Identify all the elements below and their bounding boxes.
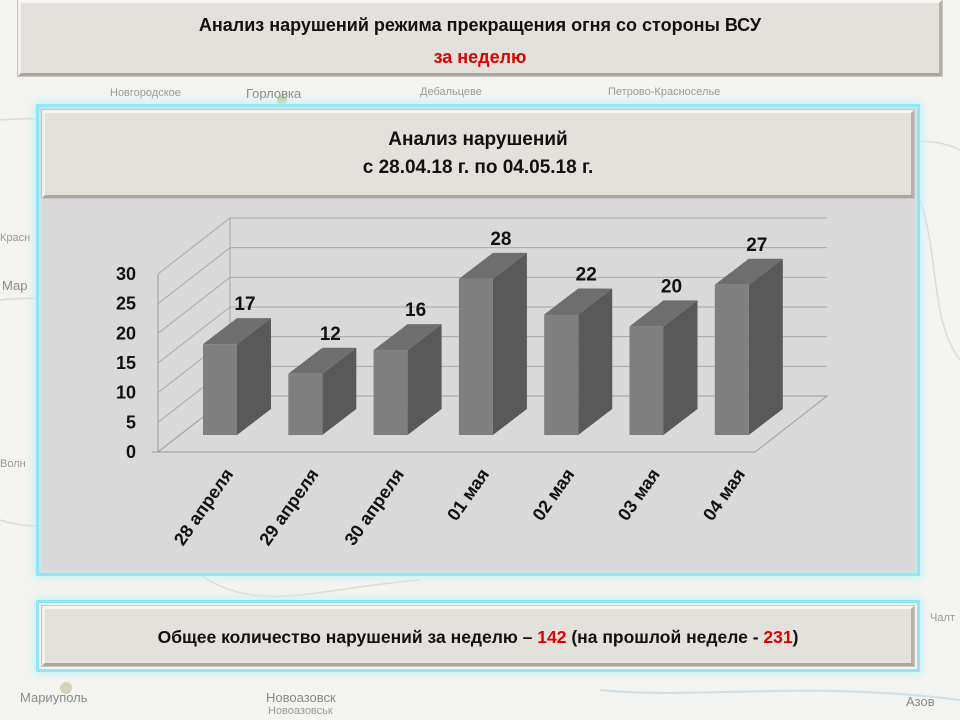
page-title: Анализ нарушений режима прекращения огня… xyxy=(198,15,762,35)
x-tick-label: 29 апреля xyxy=(255,465,322,549)
data-label: 17 xyxy=(234,294,255,315)
data-label: 12 xyxy=(320,324,341,345)
data-label: 20 xyxy=(661,276,682,297)
bar-side xyxy=(237,318,271,435)
bar xyxy=(373,350,408,435)
summary-suffix: ) xyxy=(792,627,799,647)
map-label: Волн xyxy=(0,458,26,470)
chart-title-panel: Анализ нарушений с 28.04.18 г. по 04.05.… xyxy=(42,110,914,198)
bar-side xyxy=(492,252,527,435)
x-tick-label: 01 мая xyxy=(443,465,493,524)
bar xyxy=(714,284,749,435)
bar xyxy=(288,373,323,435)
x-tick-label: 28 апреля xyxy=(170,465,237,549)
map-label: Новоазовськ xyxy=(268,705,333,717)
bar-side xyxy=(663,300,698,435)
map-label: Дебальцеве xyxy=(420,86,482,98)
summary-box: Общее количество нарушений за неделю – 1… xyxy=(42,606,914,666)
x-tick-label: 30 апреля xyxy=(341,465,408,549)
chart-date-range: с 28.04.18 г. по 04.05.18 г. xyxy=(362,157,594,178)
x-tick-label: 03 мая xyxy=(614,465,664,524)
map-label: Петрово-Красноселье xyxy=(608,86,721,98)
data-label: 16 xyxy=(405,300,426,321)
y-tick-label: 25 xyxy=(116,294,136,314)
bar-top xyxy=(544,288,613,315)
map-label: Красн xyxy=(0,232,31,244)
summary-text: Общее количество нарушений за неделю – 1… xyxy=(45,627,911,648)
y-tick-label: 15 xyxy=(116,353,136,373)
chart-panel: 0 5 10 15 20 25 30 17 28 апреля 12 29 апреля 16 30 а… xyxy=(36,104,920,576)
map-label: Мар xyxy=(2,278,28,293)
week-total: 142 xyxy=(537,627,567,647)
map-label: Новоазовск xyxy=(266,690,336,705)
bar xyxy=(629,326,664,435)
summary-panel: Общее количество нарушений за неделю – 1… xyxy=(36,600,920,672)
map-label: Мариуполь xyxy=(20,690,88,705)
bar xyxy=(544,314,579,435)
bar-side xyxy=(578,288,613,435)
summary-prefix: Общее количество нарушений за неделю – xyxy=(157,627,538,647)
bar xyxy=(203,344,237,435)
x-tick-label: 04 мая xyxy=(699,465,749,524)
summary-middle: (на прошлой неделе - xyxy=(566,627,764,647)
bar-chart: 0 5 10 15 20 25 30 17 28 апреля 12 29 апреля 16 30 а… xyxy=(116,217,829,549)
bar-top xyxy=(458,252,527,279)
y-tick-label: 0 xyxy=(126,442,136,462)
map-label: Новгородское xyxy=(110,87,181,99)
bar-top xyxy=(373,324,442,351)
map-label: Азов xyxy=(906,694,935,709)
y-tick-label: 5 xyxy=(126,412,136,432)
header-panel: Анализ нарушений режима прекращения огня… xyxy=(18,0,942,76)
bar-top xyxy=(714,258,783,285)
map-label: Чалт xyxy=(930,612,955,624)
data-label: 27 xyxy=(746,235,767,256)
chart-title: Анализ нарушений xyxy=(388,129,568,150)
bar-side xyxy=(407,324,442,435)
x-tick-label: 02 мая xyxy=(528,465,578,524)
y-tick-label: 30 xyxy=(116,264,136,284)
bar-top xyxy=(629,300,698,327)
data-label: 22 xyxy=(576,264,597,285)
data-label: 28 xyxy=(490,229,511,250)
bar-side xyxy=(748,258,783,435)
map-label: Горловка xyxy=(246,86,302,101)
bar-side xyxy=(322,347,357,435)
bar xyxy=(458,278,493,435)
y-tick-label: 20 xyxy=(116,323,136,343)
previous-week-total: 231 xyxy=(763,627,793,647)
bar-top xyxy=(203,318,271,345)
page-subtitle: за неделю xyxy=(433,47,527,67)
y-tick-label: 10 xyxy=(116,383,136,403)
bar-top xyxy=(288,347,357,374)
